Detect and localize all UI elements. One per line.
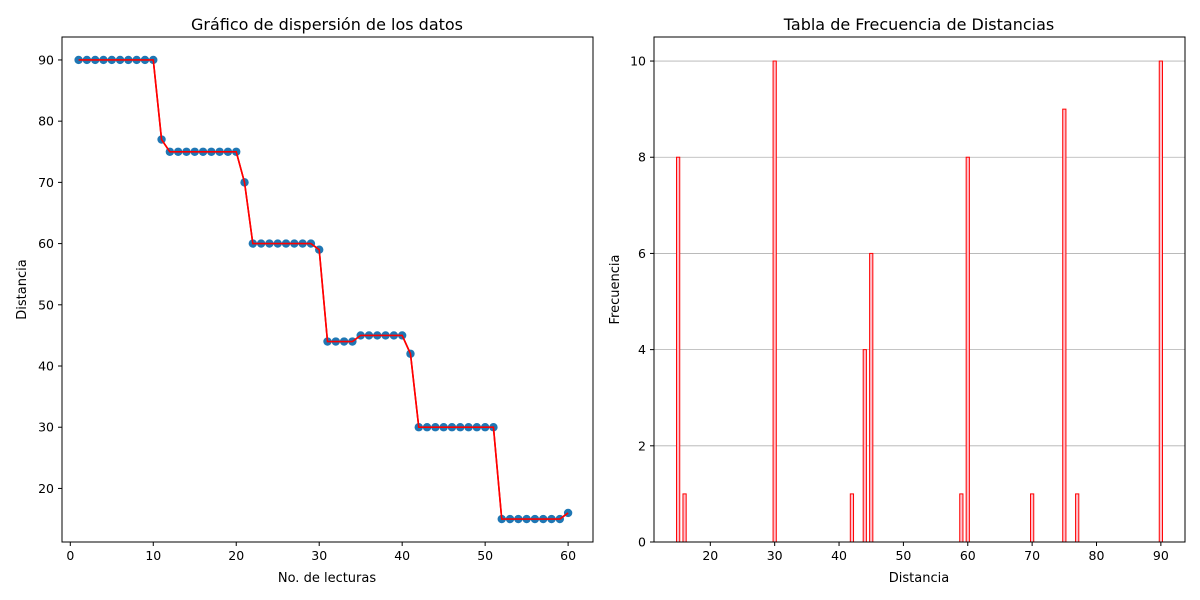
scatter-y-tick-label: 70 — [38, 175, 54, 190]
bar-x-tick-label: 30 — [767, 548, 783, 563]
scatter-axes-frame — [61, 36, 594, 543]
scatter-x-tick-label: 0 — [66, 548, 74, 563]
scatter-title: Gráfico de dispersión de los datos — [191, 15, 463, 34]
bar-x-tick-label: 60 — [960, 548, 976, 563]
bar-y-tick-label: 6 — [638, 246, 646, 261]
scatter-x-tick-label: 20 — [228, 548, 244, 563]
bar-y-axis-label: Frecuencia — [608, 255, 623, 325]
scatter-x-axis-label: No. de lecturas — [278, 571, 377, 586]
scatter-y-tick-label: 50 — [38, 297, 54, 312]
bar — [849, 493, 855, 543]
scatter-y-tick-label: 40 — [38, 359, 54, 374]
bar-x-tick-label: 40 — [831, 548, 847, 563]
scatter-x-tick-label: 60 — [560, 548, 576, 563]
scatter-x-tick-label: 30 — [311, 548, 327, 563]
bar — [676, 156, 681, 543]
bar-y-tick-label: 0 — [638, 535, 646, 550]
bar-x-axis-label: Distancia — [889, 571, 949, 586]
bar-x-tick-label: 20 — [702, 548, 718, 563]
bar — [1158, 60, 1163, 543]
bar-y-tick-label: 4 — [638, 342, 646, 357]
bar — [869, 252, 874, 543]
bar-title: Tabla de Frecuencia de Distancias — [783, 15, 1054, 34]
bar — [772, 60, 777, 543]
bar-x-tick-label: 80 — [1089, 548, 1105, 563]
scatter-y-tick-label: 30 — [38, 420, 54, 435]
scatter-y-tick-label: 80 — [38, 114, 54, 129]
bar-y-tick-label: 10 — [630, 54, 646, 69]
scatter-plot-area: 0 10 20 30 40 50 60 20 30 40 50 60 70 80 90 — [38, 52, 576, 563]
bar — [682, 493, 687, 543]
scatter-y-tick-label: 90 — [38, 52, 54, 67]
frequency-bar-chart: Tabla de Frecuencia de Distancias 20 30 40… — [608, 15, 1186, 586]
bar-x-tick-label: 50 — [895, 548, 911, 563]
bar — [959, 493, 964, 543]
scatter-y-tick-label: 60 — [38, 236, 54, 251]
scatter-x-tick-label: 40 — [394, 548, 410, 563]
bar — [862, 349, 867, 543]
bar — [965, 156, 970, 543]
bar — [1030, 493, 1035, 543]
bar — [1062, 108, 1067, 543]
scatter-series-line-overlay — [78, 59, 569, 520]
bar-y-tick-label: 2 — [638, 438, 646, 453]
bar-x-tick-label: 70 — [1024, 548, 1040, 563]
bar — [1075, 493, 1080, 543]
bar-x-tick-label: 90 — [1153, 548, 1169, 563]
bar-y-tick-label: 8 — [638, 150, 646, 165]
scatter-chart: Gráfico de dispersión de los datos 0 10 20… — [15, 15, 594, 586]
scatter-x-tick-label: 50 — [477, 548, 493, 563]
scatter-y-axis-label: Distancia — [15, 259, 30, 319]
scatter-y-tick-label: 20 — [38, 481, 54, 496]
bar-axes-frame — [653, 36, 1186, 543]
scatter-x-tick-label: 10 — [145, 548, 161, 563]
